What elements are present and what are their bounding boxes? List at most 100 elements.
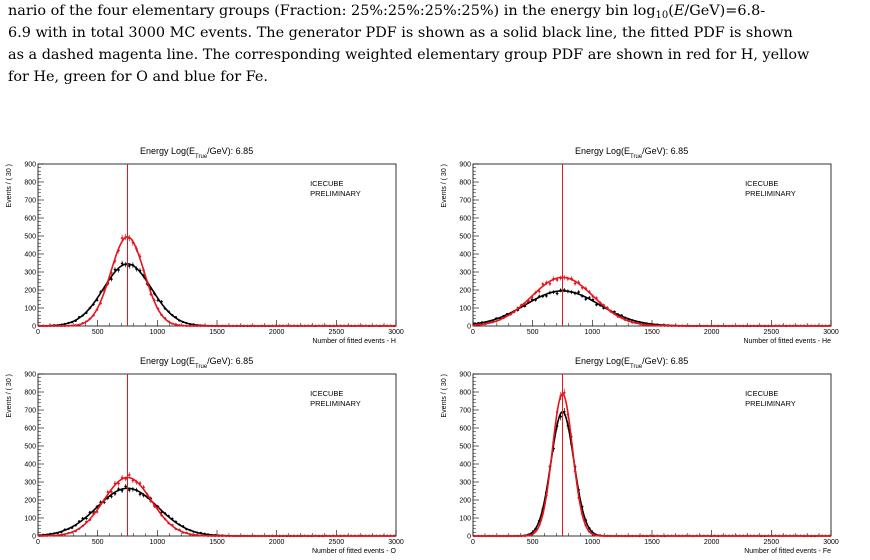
y-tick-label: 100 xyxy=(459,516,471,523)
y-tick-label: 400 xyxy=(459,252,471,259)
data-point xyxy=(121,236,124,240)
y-tick-label: 200 xyxy=(459,288,471,295)
y-tick-label: 200 xyxy=(24,288,36,295)
x-tick-label: 1500 xyxy=(209,539,225,546)
data-point xyxy=(124,485,127,488)
watermark-icecube: ICECUBE xyxy=(745,389,778,398)
figure-caption: nario of the four elementary groups (Fra… xyxy=(8,0,862,88)
x-axis-label: Number of fitted events - Fe xyxy=(744,548,831,555)
y-tick-label: 300 xyxy=(459,480,471,487)
x-tick-label: 1000 xyxy=(150,329,166,336)
y-tick-label: 500 xyxy=(459,234,471,241)
x-tick-label: 2000 xyxy=(269,329,285,336)
y-tick-label: 500 xyxy=(459,444,471,451)
x-tick-label: 2500 xyxy=(764,329,780,336)
x-tick-label: 2500 xyxy=(764,539,780,546)
chart-panel-h: Energy Log(ETrue/GeV): 6.85 0 100 200 300 400… xyxy=(6,146,404,345)
chart-title: Energy Log(ETrue/GeV): 6.85 xyxy=(575,146,688,160)
y-tick-label: 100 xyxy=(24,516,36,523)
y-tick-label: 100 xyxy=(459,306,471,313)
data-point xyxy=(128,488,131,492)
y-tick-label: 600 xyxy=(24,426,36,433)
watermark-icecube: ICECUBE xyxy=(745,179,778,188)
y-tick-label: 200 xyxy=(24,498,36,505)
y-tick-label: 800 xyxy=(459,390,471,397)
data-point xyxy=(545,294,548,298)
chart-title: Energy Log(ETrue/GeV): 6.85 xyxy=(575,356,688,370)
chart-panel-fe: Energy Log(ETrue/GeV): 6.85 0 100 200 300 400… xyxy=(441,356,839,555)
y-tick-label: 200 xyxy=(459,498,471,505)
y-tick-label: 800 xyxy=(24,180,36,187)
y-tick-label: 0 xyxy=(32,534,36,541)
data-point xyxy=(128,473,131,477)
caption-line-1: nario of the four elementary groups (Fra… xyxy=(8,3,766,21)
fitted-curve-red xyxy=(472,276,831,327)
y-tick-label: 900 xyxy=(24,372,36,379)
fitted-curve-red xyxy=(38,236,396,327)
y-tick-label: 400 xyxy=(24,462,36,469)
caption-line-2: 6.9 with in total 3000 MC events. The ge… xyxy=(8,25,793,41)
data-point xyxy=(573,282,577,285)
x-tick-label: 1500 xyxy=(644,539,660,546)
data-point xyxy=(563,391,566,394)
y-tick-label: 0 xyxy=(467,324,471,331)
fitted-curve-red xyxy=(37,476,396,537)
watermark-icecube: ICECUBE xyxy=(310,179,343,188)
y-tick-label: 700 xyxy=(24,198,36,205)
x-tick-label: 1000 xyxy=(585,329,601,336)
y-tick-label: 100 xyxy=(24,306,36,313)
fitted-curve-red xyxy=(473,392,831,537)
x-tick-label: 1000 xyxy=(585,539,601,546)
y-tick-label: 600 xyxy=(24,216,36,223)
data-point xyxy=(584,297,587,301)
y-tick-label: 400 xyxy=(24,252,36,259)
y-tick-label: 0 xyxy=(467,534,471,541)
x-tick-label: 2500 xyxy=(329,539,345,546)
y-tick-label: 700 xyxy=(459,408,471,415)
generator-curve-black xyxy=(473,410,831,537)
y-tick-label: 600 xyxy=(459,216,471,223)
y-tick-label: 300 xyxy=(24,270,36,277)
chart-panel-o: Energy Log(ETrue/GeV): 6.85 0 100 200 300 400… xyxy=(6,356,404,555)
x-tick-label: 0 xyxy=(471,329,475,336)
generator-curve-black xyxy=(37,487,396,537)
x-tick-label: 2000 xyxy=(704,329,720,336)
y-tick-label: 500 xyxy=(24,234,36,241)
data-point xyxy=(548,282,552,285)
y-tick-label: 900 xyxy=(459,162,471,169)
y-tick-label: 300 xyxy=(459,270,471,277)
data-point xyxy=(556,278,559,281)
chart-panel-he: Energy Log(ETrue/GeV): 6.85 0 100 200 300 400… xyxy=(441,146,839,345)
data-point xyxy=(128,264,131,268)
x-tick-label: 500 xyxy=(92,539,104,546)
x-tick-label: 2500 xyxy=(329,329,345,336)
watermark-preliminary: PRELIMINARY xyxy=(745,189,796,198)
y-tick-label: 800 xyxy=(24,390,36,397)
x-tick-label: 1000 xyxy=(150,539,166,546)
x-tick-label: 500 xyxy=(92,329,104,336)
data-point xyxy=(138,493,142,496)
data-point xyxy=(541,283,544,286)
watermark-preliminary: PRELIMINARY xyxy=(310,189,361,198)
x-tick-label: 500 xyxy=(527,329,539,336)
x-tick-label: 1500 xyxy=(209,329,225,336)
x-tick-label: 500 xyxy=(527,539,539,546)
y-tick-label: 600 xyxy=(459,426,471,433)
x-tick-label: 3000 xyxy=(388,329,404,336)
y-axis-label: Events / ( 30 ) xyxy=(6,374,13,418)
x-tick-label: 3000 xyxy=(823,329,839,336)
caption-line-3: as a dashed magenta line. The correspond… xyxy=(8,47,810,63)
x-tick-label: 2000 xyxy=(704,539,720,546)
x-tick-label: 2000 xyxy=(269,539,285,546)
y-tick-label: 900 xyxy=(459,372,471,379)
x-tick-label: 1500 xyxy=(644,329,660,336)
y-tick-label: 800 xyxy=(459,180,471,187)
data-point xyxy=(595,303,598,306)
watermark-icecube: ICECUBE xyxy=(310,389,343,398)
y-axis-label: Events / ( 30 ) xyxy=(441,164,448,208)
chart-title: Energy Log(ETrue/GeV): 6.85 xyxy=(140,356,253,370)
x-axis-label: Number of fitted events - H xyxy=(312,338,396,345)
y-axis-label: Events / ( 30 ) xyxy=(6,164,13,208)
watermark-preliminary: PRELIMINARY xyxy=(310,399,361,408)
x-tick-label: 3000 xyxy=(823,539,839,546)
